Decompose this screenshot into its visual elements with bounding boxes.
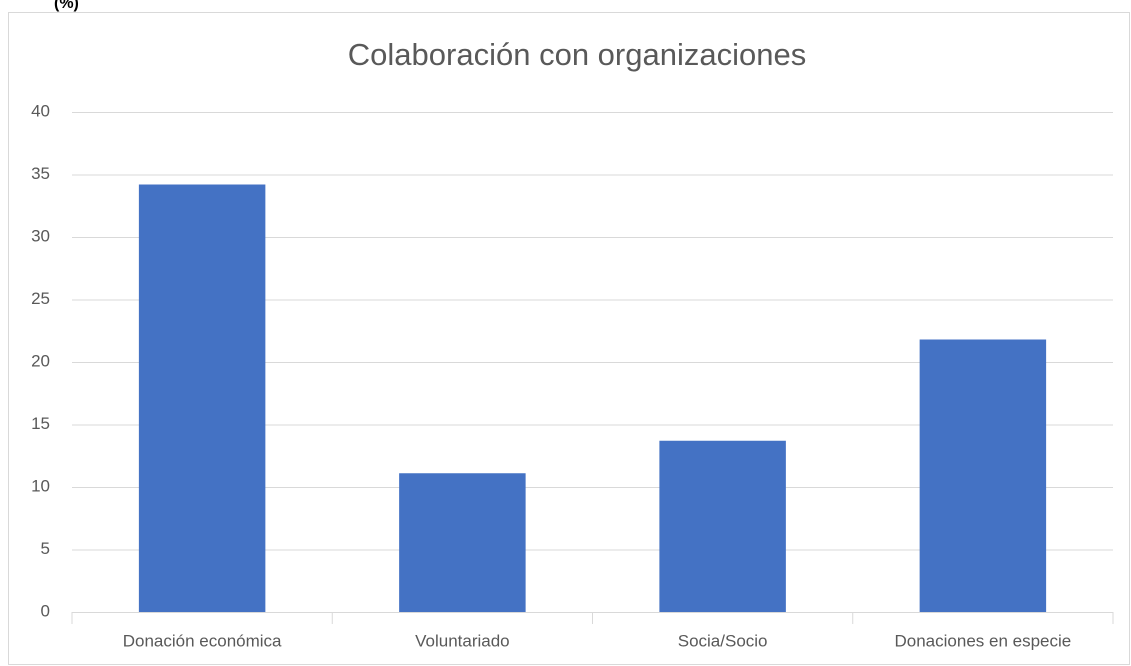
y-tick-label: 40 [31,101,50,120]
y-tick-label: 30 [31,226,50,245]
unit-label: (%) [54,0,79,12]
bar [138,184,266,612]
x-tick-label: Socia/Socio [678,631,768,650]
y-tick-label: 5 [41,539,50,558]
y-tick-label: 0 [41,601,50,620]
y-tick-label: 10 [31,476,50,495]
x-tick-label: Donaciones en especie [895,631,1072,650]
bar [399,473,526,612]
x-tick-label: Voluntariado [415,631,510,650]
y-tick-label: 20 [31,351,50,370]
x-tick-label: Donación económica [123,631,282,650]
y-tick-label: 15 [31,414,50,433]
y-tick-label: 35 [31,164,50,183]
bar [659,440,786,612]
y-tick-label: 25 [31,289,50,308]
chart-title: Colaboración con organizaciones [348,37,806,72]
bar [919,339,1047,612]
